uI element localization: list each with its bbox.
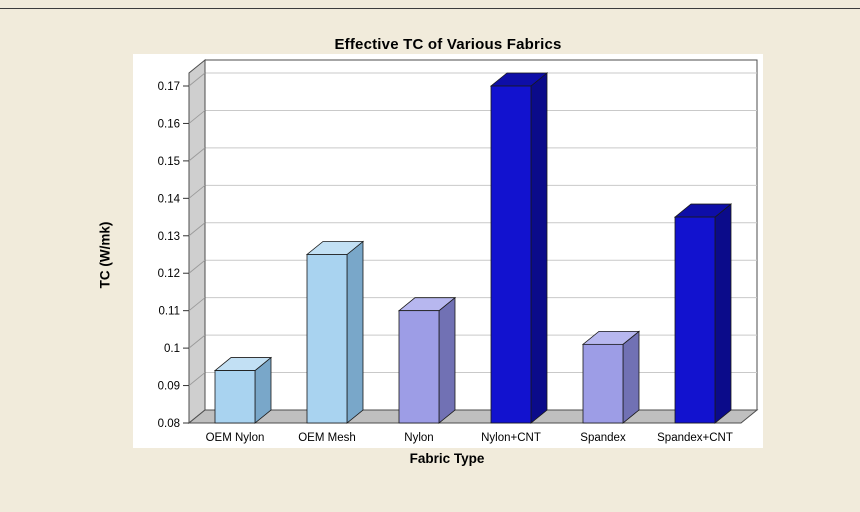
category-label: Spandex+CNT — [657, 432, 733, 444]
left-wall-gridline — [188, 222, 206, 237]
category-label: Nylon — [404, 432, 433, 444]
bar-front-4 — [582, 343, 624, 424]
y-tick-label: 0.1 — [164, 343, 180, 355]
bar-side-5 — [714, 203, 732, 424]
left-wall-gridline — [188, 147, 206, 162]
y-tick-label: 0.14 — [158, 193, 181, 205]
bar-side-2 — [438, 296, 456, 424]
left-wall — [188, 58, 206, 425]
x-axis-title: Fabric Type — [409, 451, 485, 466]
y-tick-label: 0.11 — [158, 306, 180, 318]
bar-side-4 — [622, 330, 640, 424]
category-label: OEM Mesh — [298, 432, 356, 444]
category-label: Spandex — [580, 432, 626, 444]
y-axis-title: TC (W/mk) — [97, 221, 113, 289]
floor — [187, 409, 759, 424]
y-tick-label: 0.09 — [158, 381, 180, 393]
category-label: OEM Nylon — [206, 432, 265, 444]
bar-front-1 — [306, 254, 348, 424]
left-wall-gridline — [188, 184, 206, 199]
bar-front-3 — [490, 85, 532, 424]
top-border-line — [0, 8, 860, 9]
left-wall-gridline — [188, 297, 206, 312]
chart-title: Effective TC of Various Fabrics — [334, 36, 562, 53]
left-wall-gridline — [188, 110, 206, 124]
bar-front-0 — [214, 370, 256, 424]
bar-side-1 — [346, 240, 364, 424]
bar-front-5 — [674, 216, 716, 424]
y-tick-label: 0.17 — [158, 81, 180, 93]
left-wall-gridline — [188, 72, 206, 87]
back-wall — [204, 59, 758, 411]
y-tick-label: 0.15 — [158, 156, 180, 168]
bar-side-3 — [530, 72, 548, 424]
left-wall-gridline — [188, 259, 206, 274]
y-tick-label: 0.16 — [158, 118, 180, 130]
y-tick-label: 0.13 — [158, 231, 180, 243]
y-tick-label: 0.08 — [158, 418, 180, 430]
category-label: Nylon+CNT — [481, 432, 541, 444]
left-wall-gridline — [188, 334, 206, 349]
y-tick-label: 0.12 — [158, 268, 180, 280]
left-wall-gridline — [188, 372, 206, 386]
bar-front-2 — [398, 310, 440, 424]
